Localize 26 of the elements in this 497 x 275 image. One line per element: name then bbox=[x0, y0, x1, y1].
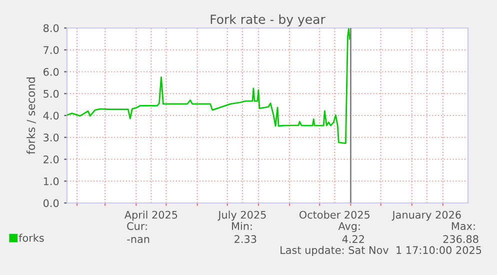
text: Avg: bbox=[338, 222, 360, 232]
text: 2.33 bbox=[234, 235, 256, 244]
y-tick-label: 3.0 bbox=[44, 134, 59, 142]
legend-label: forks bbox=[18, 234, 44, 242]
y-tick-label: 5.0 bbox=[44, 90, 59, 98]
y-tick-label: 4.0 bbox=[43, 112, 59, 120]
line-series bbox=[67, 28, 350, 144]
x-tick-label: July 2025 bbox=[218, 210, 266, 221]
text: 4.22 bbox=[342, 235, 364, 243]
text: Min: bbox=[232, 222, 252, 230]
text: Max: bbox=[452, 222, 475, 230]
y-tick-label: 2.0 bbox=[44, 155, 59, 164]
text: Last update: Sat Nov 1 17:10:00 2025 bbox=[280, 246, 482, 256]
text: Cur: bbox=[127, 222, 147, 230]
text: -nan bbox=[127, 237, 150, 244]
x-tick-label: January 2026 bbox=[392, 210, 461, 221]
y-tick-label: 7.0 bbox=[44, 46, 59, 54]
y-tick-label: 0.0 bbox=[43, 199, 59, 208]
y-axis-title: forks / second bbox=[26, 78, 36, 154]
x-tick-label: April 2025 bbox=[124, 210, 178, 221]
x-tick-label: October 2025 bbox=[299, 210, 370, 219]
y-tick-label: 6.0 bbox=[44, 68, 59, 76]
text: 236.88 bbox=[443, 235, 478, 244]
chart-title: Fork rate - by year bbox=[210, 14, 326, 26]
y-tick-label: 1.0 bbox=[44, 177, 59, 186]
y-tick-label: 8.0 bbox=[44, 24, 59, 32]
